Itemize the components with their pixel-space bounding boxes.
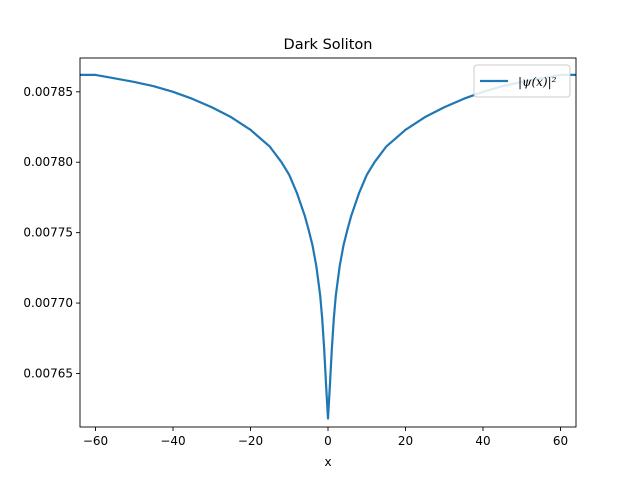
legend-box	[473, 64, 571, 98]
y-tick-label: 0.00775	[23, 226, 73, 240]
y-tick-label: 0.00770	[23, 296, 73, 310]
x-tick-label: −60	[83, 434, 108, 448]
x-tick-label: 60	[553, 434, 568, 448]
y-axis-ticks: 0.00765 0.00770 0.00775 0.00780 0.00785	[23, 85, 80, 380]
x-axis-label: x	[324, 455, 331, 469]
y-tick-label: 0.00765	[23, 366, 73, 380]
x-tick-label: 40	[475, 434, 490, 448]
y-tick-label: 0.00785	[23, 85, 73, 99]
y-tick-label: 0.00780	[23, 155, 73, 169]
x-tick-label: −20	[238, 434, 263, 448]
x-tick-label: 20	[398, 434, 413, 448]
legend-entry-psi: |ψ(x)|²	[518, 75, 557, 89]
series-line-psi	[80, 73, 576, 420]
x-axis-ticks: −60 −40 −20 0 20 40 60	[83, 427, 568, 448]
chart-title: Dark Soliton	[284, 37, 373, 53]
x-tick-label: 0	[324, 434, 332, 448]
legend: |ψ(x)|²	[473, 64, 571, 98]
x-tick-label: −40	[160, 434, 185, 448]
